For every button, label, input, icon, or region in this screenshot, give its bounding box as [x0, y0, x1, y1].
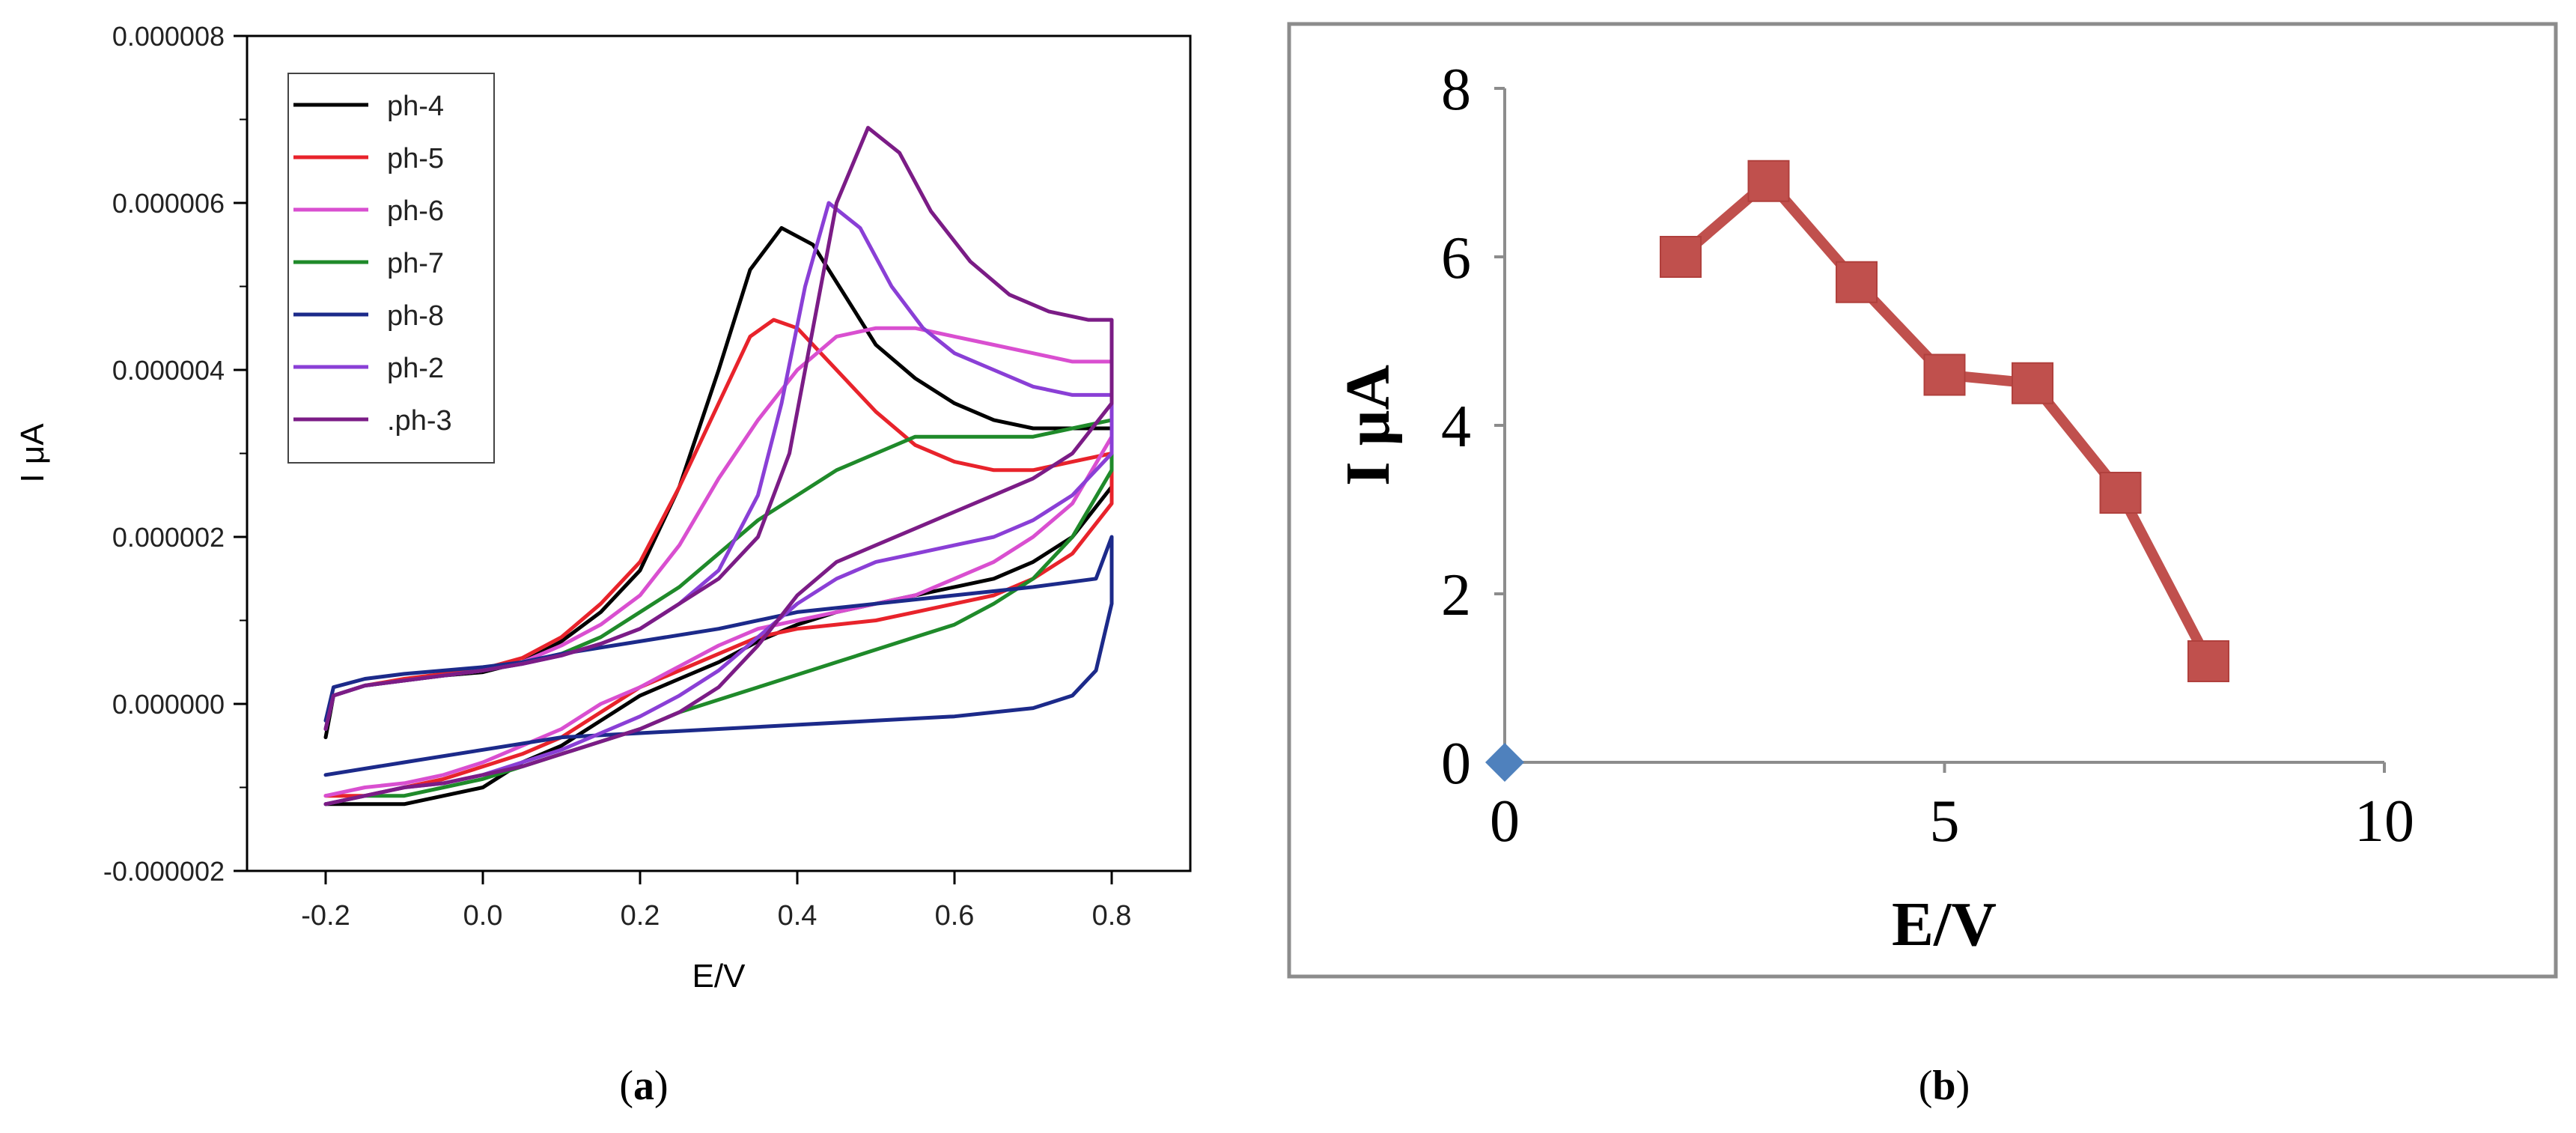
panel-b-chart-border — [1287, 22, 2558, 979]
panel-a-y-axis-label: I μA — [14, 423, 51, 483]
x-tick-label: -0.2 — [301, 900, 350, 932]
y-tick-label: 2 — [1441, 562, 1471, 628]
panel-a-y-tick-labels: -0.000002 0.000000 0.000002 0.000004 0.00000… — [103, 21, 225, 887]
legend-label-ph-3: .ph-3 — [387, 405, 452, 437]
y-tick-label: 0.000006 — [112, 188, 225, 219]
data-point-marker — [2187, 640, 2229, 682]
x-tick-label: 5 — [1930, 789, 1960, 854]
x-tick-label: 0.6 — [935, 900, 975, 932]
legend-label-ph-8: ph-8 — [387, 300, 444, 332]
y-tick-label: 0.000000 — [112, 689, 225, 720]
data-point-marker — [1660, 236, 1702, 278]
data-point-marker — [2099, 472, 2142, 514]
x-tick-label: 0.4 — [778, 900, 817, 932]
panel-a-legend-box — [287, 73, 495, 464]
y-tick-label: 0.000004 — [112, 355, 225, 386]
data-point-marker — [1836, 261, 1878, 303]
panel-a-series-group — [323, 126, 1114, 807]
x-tick-label: 10 — [2354, 789, 2414, 854]
panel-b-y-axis-label: I μA — [1333, 365, 1403, 486]
panel-a-x-axis-label: E/V — [692, 958, 746, 994]
legend-label-ph-7: ph-7 — [387, 248, 444, 279]
panel-b-ticks — [1494, 87, 2386, 773]
y-tick-label: 4 — [1441, 394, 1471, 460]
y-tick-label: 0.000008 — [112, 21, 225, 52]
y-tick-label: -0.000002 — [103, 856, 225, 887]
x-tick-label: 0.8 — [1092, 900, 1132, 932]
panel-a-legend: ph-4 ph-5 ph-6 ph-7 ph-8 ph-2 .ph-3 — [293, 91, 452, 437]
series-line-ph-3 — [323, 126, 1114, 807]
y-tick-label: 8 — [1441, 57, 1471, 123]
series-line-ph-5 — [323, 318, 1114, 798]
series-line-0 — [1677, 175, 2214, 664]
panel-b-x-axis-label: E/V — [1892, 890, 1997, 959]
x-tick-label: 0.0 — [463, 900, 503, 932]
panel-b-chart: 0 5 10 0 2 4 6 8 E/V I μA — [1287, 22, 2558, 979]
series-line-ph-8 — [323, 535, 1114, 777]
y-tick-label: 0.000002 — [112, 522, 225, 553]
panel-a-caption: (a) — [619, 1063, 668, 1109]
x-tick-label: 0 — [1490, 789, 1520, 854]
legend-label-ph-6: ph-6 — [387, 195, 444, 227]
y-tick-label: 6 — [1441, 225, 1471, 291]
data-point-marker — [1485, 743, 1524, 782]
legend-label-ph-5: ph-5 — [387, 143, 444, 174]
panel-b-x-tick-labels: 0 5 10 — [1490, 789, 2414, 854]
panel-b-caption: (b) — [1919, 1063, 1970, 1109]
legend-label-ph-4: ph-4 — [387, 91, 444, 122]
panel-b-series-group — [1485, 160, 2229, 782]
x-tick-label: 0.2 — [621, 900, 660, 932]
y-tick-label: 0 — [1441, 731, 1471, 797]
data-point-marker — [1923, 353, 1966, 396]
data-point-marker — [2012, 362, 2053, 404]
panel-a-ticks — [234, 34, 1113, 884]
panel-b-y-tick-labels: 0 2 4 6 8 — [1441, 57, 1471, 797]
legend-label-ph-2: ph-2 — [387, 353, 444, 384]
data-point-marker — [1747, 160, 1790, 202]
panel-a-x-tick-labels: -0.2 0.0 0.2 0.4 0.6 0.8 — [301, 900, 1131, 932]
panel-a-chart: -0.2 0.0 0.2 0.4 0.6 0.8 -0.000002 0.000000 0.0… — [14, 21, 1192, 994]
